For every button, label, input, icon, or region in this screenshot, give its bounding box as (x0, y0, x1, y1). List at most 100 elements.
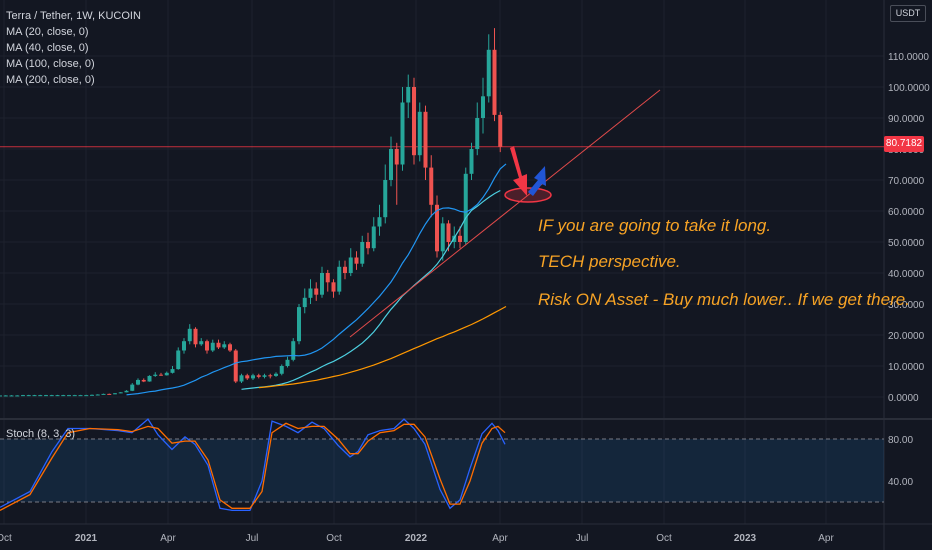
y-tick-label-7: 40.0000 (888, 269, 925, 280)
candle-80 (458, 226, 462, 249)
candle-50 (285, 356, 290, 368)
candle-body (389, 149, 393, 180)
candle-74 (423, 105, 428, 180)
candle-72 (412, 77, 416, 165)
candle-14 (78, 394, 83, 397)
candle-body (61, 395, 66, 397)
candle-body (67, 395, 71, 397)
candle-body (32, 395, 37, 397)
candle-11 (61, 394, 66, 397)
last-price-tag: 80.7182 (884, 136, 924, 152)
y-tick-label-6: 50.0000 (888, 238, 925, 249)
candle-body (469, 149, 474, 174)
annotation-long: IF you are going to take it long. (538, 216, 772, 235)
x-tick-label-10: Apr (818, 533, 834, 544)
candle-body (228, 344, 232, 351)
x-tick-label-2: Apr (160, 533, 176, 544)
candle-body (9, 395, 14, 397)
candle-body (268, 375, 273, 377)
candle-body (498, 114, 503, 147)
candle-body (49, 395, 54, 397)
candle-32 (182, 338, 186, 354)
candle-31 (176, 347, 181, 370)
candle-body (423, 111, 428, 168)
candle-87 (498, 111, 503, 153)
candle-body (130, 384, 135, 391)
ma100-line (258, 305, 507, 389)
stoch-band (0, 439, 884, 502)
y-tick-label-8: 30.0000 (888, 300, 925, 311)
candle-body (199, 341, 204, 345)
candle-body (412, 87, 416, 156)
candle-70 (400, 87, 405, 171)
candle-51 (291, 338, 296, 362)
candle-69 (394, 142, 399, 205)
candle-body (274, 373, 278, 376)
candle-1 (3, 395, 8, 397)
candle-23 (130, 383, 135, 392)
candle-body (124, 390, 129, 393)
candle-body (366, 242, 370, 249)
candle-body (153, 374, 158, 376)
candle-body (291, 341, 296, 360)
currency-badge[interactable]: USDT (890, 5, 926, 22)
x-tick-label-8: Oct (656, 533, 672, 544)
candle-65 (371, 217, 376, 252)
candle-43 (245, 373, 250, 380)
candle-3 (15, 395, 20, 397)
candle-61 (348, 248, 353, 277)
candle-35 (199, 338, 204, 346)
candle-26 (147, 375, 152, 382)
candle-body (486, 49, 491, 97)
candle-body (147, 375, 152, 382)
candle-56 (320, 266, 324, 298)
candle-body (159, 374, 163, 376)
candle-39 (222, 341, 227, 349)
candle-body (251, 375, 255, 379)
candles (0, 28, 503, 397)
candle-55 (314, 282, 319, 301)
stoch-legend: Stoch (8, 3, 3) (6, 428, 76, 440)
candle-81 (463, 167, 468, 246)
candle-body (216, 342, 221, 348)
candle-52 (297, 304, 301, 345)
candle-body (320, 273, 324, 295)
y-tick-label-9: 20.0000 (888, 331, 925, 342)
candle-body (3, 395, 8, 397)
candle-42 (239, 373, 244, 384)
candle-body (343, 266, 347, 273)
candle-body (302, 297, 307, 308)
candle-59 (337, 260, 342, 295)
candle-body (101, 393, 106, 395)
y-tick-label-0: 110.0000 (888, 52, 929, 63)
candle-body (141, 379, 146, 382)
candle-41 (233, 348, 238, 384)
candle-body (435, 204, 439, 252)
candle-21 (118, 392, 123, 394)
candle-body (95, 394, 100, 396)
candle-27 (153, 372, 158, 377)
candle-37 (210, 339, 215, 353)
legend-ma20: MA (20, close, 0) (6, 26, 89, 38)
candle-body (113, 393, 117, 395)
candle-83 (475, 102, 480, 156)
candle-body (331, 282, 336, 292)
legend-ma40: MA (40, close, 0) (6, 42, 89, 54)
candle-30 (170, 366, 175, 374)
candle-body (170, 369, 175, 373)
ma40-line (241, 189, 501, 390)
candle-66 (377, 204, 382, 236)
candle-body (337, 266, 342, 292)
candle-48 (274, 372, 278, 377)
candle-body (176, 350, 181, 370)
candle-body (492, 49, 497, 115)
candle-9 (49, 394, 54, 397)
y-tick-label-5: 60.0000 (888, 207, 925, 218)
candle-47 (268, 373, 273, 379)
candle-body (222, 344, 227, 348)
candle-53 (302, 288, 307, 314)
candle-45 (256, 373, 261, 379)
candle-body (136, 379, 140, 385)
candle-5 (26, 394, 31, 397)
